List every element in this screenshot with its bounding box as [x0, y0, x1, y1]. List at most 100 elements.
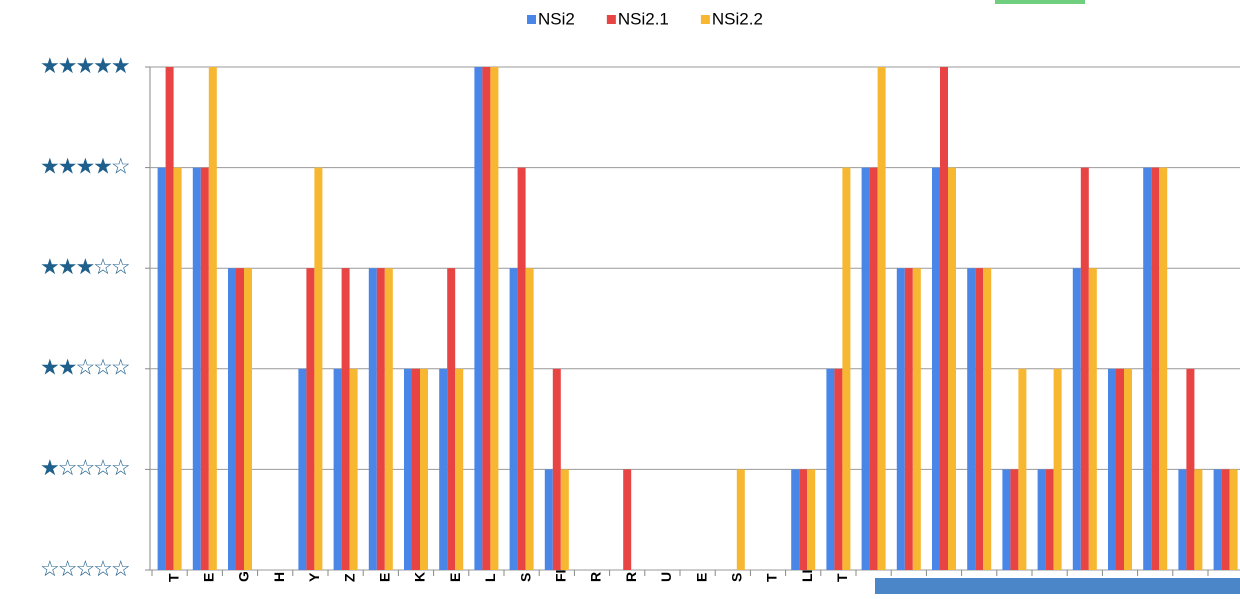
bar: [1143, 167, 1152, 570]
bar: [544, 469, 553, 570]
bar: [200, 167, 209, 570]
bar: [807, 469, 816, 570]
x-tick-label: R: [588, 572, 604, 582]
legend-label: NSi2: [538, 9, 575, 28]
bar: [1124, 368, 1132, 570]
bar: [368, 268, 377, 570]
bar: [1194, 469, 1203, 570]
x-tick-label: S: [517, 573, 533, 582]
legend-label: NSi2.1: [618, 9, 669, 28]
x-tick-label: E: [447, 573, 463, 582]
bar: [525, 268, 534, 570]
bar: [517, 167, 526, 570]
bar: [314, 167, 323, 570]
bar: [896, 268, 905, 570]
bar: [447, 268, 456, 570]
bar: [157, 167, 166, 570]
bar: [1186, 368, 1195, 570]
y-tick-label: ★★☆☆☆: [40, 355, 130, 380]
x-tick-label: Z: [341, 573, 357, 582]
legend-swatch: [606, 15, 616, 24]
bar: [333, 368, 342, 570]
legend-label: NSi2.2: [712, 9, 763, 28]
bar: [173, 167, 182, 570]
bar: [983, 268, 992, 570]
bar: [165, 67, 174, 570]
bar: [1221, 469, 1230, 570]
bar: [192, 167, 201, 570]
x-tick-label: T: [764, 573, 780, 582]
bar: [869, 167, 878, 570]
y-tick-label: ☆☆☆☆☆: [40, 556, 130, 581]
bar: [404, 368, 412, 570]
bar: [384, 268, 393, 570]
bar: [1002, 469, 1011, 570]
bar: [861, 167, 870, 570]
bar: [791, 469, 800, 570]
bar: [912, 268, 921, 570]
x-tick-label: H: [271, 572, 287, 582]
x-tick-label: L: [482, 573, 498, 582]
bar: [412, 368, 420, 570]
x-tick-label: G: [236, 571, 252, 582]
bar: [1229, 469, 1238, 570]
legend-swatch: [527, 15, 536, 24]
bar: [455, 368, 464, 570]
bar: [904, 268, 913, 570]
x-tick-label: K: [412, 572, 428, 582]
bar: [940, 67, 948, 570]
bar: [244, 268, 252, 570]
bar: [341, 268, 350, 570]
bar: [877, 67, 886, 570]
bar: [967, 268, 976, 570]
bar: [1037, 469, 1046, 570]
y-tick-label: ★★★★☆: [40, 153, 130, 178]
bar: [439, 368, 448, 570]
bar: [1010, 469, 1019, 570]
x-tick-label: R: [623, 572, 639, 582]
x-tick-label: U: [658, 572, 674, 582]
bar: [834, 368, 843, 570]
bar: [975, 268, 984, 570]
bar: [482, 67, 491, 570]
bar: [1108, 368, 1116, 570]
bar: [236, 268, 244, 570]
bar: [376, 268, 385, 570]
x-tick-label: S: [729, 573, 745, 582]
bar: [474, 67, 483, 570]
bar: [948, 167, 956, 570]
x-tick-label: LI: [799, 570, 815, 582]
bar: [623, 469, 632, 570]
bar: [799, 469, 808, 570]
x-tick-label: E: [693, 573, 709, 582]
bar: [490, 67, 499, 570]
bar: [1151, 167, 1160, 570]
bar: [306, 268, 315, 570]
bar: [1018, 368, 1027, 570]
bar: [349, 368, 358, 570]
x-tick-label: T: [165, 573, 181, 582]
bar: [228, 268, 236, 570]
bar: [1053, 368, 1062, 570]
y-tick-label: ★☆☆☆☆: [40, 455, 130, 480]
bar: [560, 469, 569, 570]
bar: [826, 368, 835, 570]
x-tick-label: E: [201, 573, 217, 582]
overlay-box: [875, 578, 1240, 594]
bar: [1178, 469, 1187, 570]
bar: [298, 368, 307, 570]
bar: [1072, 268, 1081, 570]
bar: [509, 268, 518, 570]
bar: [736, 469, 745, 570]
y-tick-label: ★★★★★: [40, 53, 130, 78]
legend-swatch-partial: [995, 0, 1085, 4]
bar: [1080, 167, 1089, 570]
bar: [552, 368, 561, 570]
y-tick-label: ★★★☆☆: [40, 254, 130, 279]
bar: [1116, 368, 1124, 570]
bar: [842, 167, 851, 570]
bar: [208, 67, 217, 570]
bar: [932, 167, 940, 570]
